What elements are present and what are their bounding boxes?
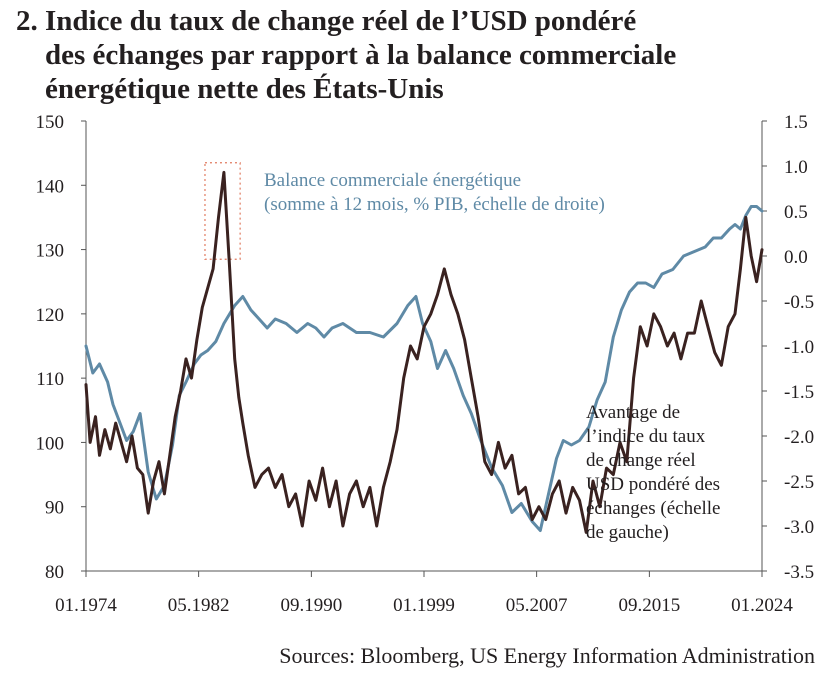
- dollar-label-line: USD pondéré des: [586, 474, 720, 495]
- title-line-3: énergétique nette des États-Unis: [45, 73, 444, 105]
- y-left-tick-label: 140: [36, 176, 65, 197]
- y-right-tick-label: -2.5: [784, 472, 814, 493]
- energy-series-label: Balance commerciale énergétique (somme à …: [264, 170, 605, 215]
- y-right-tick-label: -3.5: [784, 562, 814, 583]
- x-tick-label: 01.1999: [393, 595, 455, 616]
- title-line-1-text: Indice du taux de change réel de l’USD p…: [45, 5, 637, 37]
- y-right-tick-label: -0.5: [784, 292, 814, 313]
- dollar-label-line: échanges (échelle: [586, 498, 721, 519]
- x-tick-label: 01.2024: [731, 595, 793, 616]
- dollar-label-line: de change réel: [586, 450, 696, 471]
- energy-label-line: Balance commerciale énergétique: [264, 170, 521, 191]
- y-right-tick-label: 0.5: [784, 202, 808, 223]
- y-right-tick-label: -1.5: [784, 382, 814, 403]
- y-left-tick-label: 120: [36, 305, 65, 326]
- y-left-tick-label: 100: [36, 433, 65, 454]
- series-lines: [84, 170, 764, 534]
- y-right-tick-label: 1.0: [784, 157, 808, 178]
- y-left-tick-label: 150: [36, 112, 65, 133]
- x-tick-label: 05.2007: [506, 595, 568, 616]
- y-left-tick-label: 110: [36, 369, 64, 390]
- dollar-label-line: l’indice du taux: [586, 426, 706, 447]
- y-right-tick-label: 1.5: [784, 112, 808, 133]
- x-tick-label: 05.1982: [168, 595, 230, 616]
- x-tick-label: 09.1990: [281, 595, 343, 616]
- x-tick-label: 09.2015: [619, 595, 681, 616]
- y-right-tick-label: -3.0: [784, 517, 814, 538]
- y-left-tick-label: 80: [45, 562, 64, 583]
- y-right-tick-label: 0.0: [784, 247, 808, 268]
- y-left-tick-label: 90: [45, 498, 64, 519]
- title-line-2: des échanges par rapport à la balance co…: [45, 39, 677, 71]
- x-tick-label: 01.1974: [55, 595, 117, 616]
- dollar-label-line: Avantage de: [586, 402, 680, 423]
- chart-title: 2. Indice du taux de change réel de l’US…: [16, 4, 816, 106]
- source-note: Sources: Bloomberg, US Energy Informatio…: [279, 643, 815, 668]
- dollar-label-line: de gauche): [586, 522, 669, 543]
- series-labels: Balance commerciale énergétique (somme à …: [264, 170, 721, 543]
- y-left-tick-label: 130: [36, 241, 65, 262]
- energy-label-line: (somme à 12 mois, % PIB, échelle de droi…: [264, 194, 605, 215]
- y-right-tick-label: -2.0: [784, 427, 814, 448]
- dollar-series-label: Avantage de l’indice du taux de change rée…: [586, 402, 721, 543]
- y-right-tick-label: -1.0: [784, 337, 814, 358]
- title-line-1: 2. Indice du taux de change réel de l’US…: [16, 4, 816, 38]
- dollar-index-line: [84, 170, 764, 534]
- title-number: 2.: [16, 5, 38, 37]
